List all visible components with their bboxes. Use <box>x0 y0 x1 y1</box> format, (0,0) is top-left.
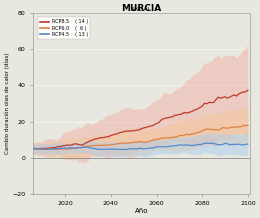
Y-axis label: Cambio duración olas de calor (días): Cambio duración olas de calor (días) <box>4 53 10 154</box>
Text: ANUAL: ANUAL <box>131 7 152 12</box>
Title: MURCIA: MURCIA <box>122 4 162 13</box>
X-axis label: Año: Año <box>135 208 148 214</box>
Legend: RCP8.5    ( 14 ), RCP6.0    (  6 ), RCP4.5    ( 13 ): RCP8.5 ( 14 ), RCP6.0 ( 6 ), RCP4.5 ( 13… <box>38 17 90 39</box>
